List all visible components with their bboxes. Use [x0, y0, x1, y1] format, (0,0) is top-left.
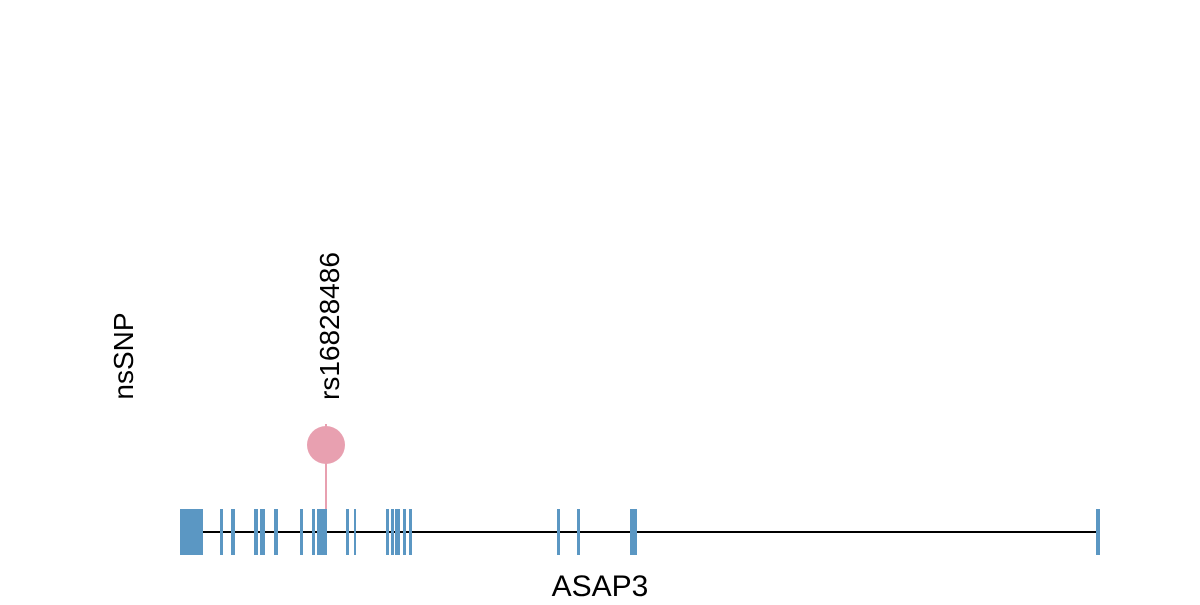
gene-name-label: ASAP3 — [552, 570, 649, 600]
exon-8 — [312, 509, 315, 555]
variant-rs16828486: rs16828486 — [307, 252, 345, 532]
exon-20 — [1096, 509, 1100, 555]
variant-marker[interactable] — [307, 426, 345, 464]
exon-7 — [300, 509, 303, 555]
exon-6 — [274, 509, 278, 555]
variants-layer: rs16828486 — [307, 252, 345, 532]
exon-4 — [254, 509, 258, 555]
exon-3 — [231, 509, 235, 555]
exon-9 — [317, 509, 327, 555]
exon-16 — [409, 509, 412, 555]
exon-18 — [577, 509, 580, 555]
variant-label: rs16828486 — [314, 252, 345, 400]
exon-17 — [557, 509, 560, 555]
exon-12 — [386, 509, 389, 555]
exon-5 — [260, 509, 265, 555]
exon-11 — [354, 509, 356, 555]
exon-14 — [395, 509, 400, 555]
exon-13 — [391, 509, 394, 555]
track-label: nsSNP — [108, 312, 139, 399]
exon-15 — [403, 509, 406, 555]
exon-1 — [180, 509, 203, 555]
exons-layer — [180, 509, 1100, 555]
exon-2 — [220, 509, 223, 555]
exon-10 — [346, 509, 349, 555]
exon-19 — [630, 509, 637, 555]
